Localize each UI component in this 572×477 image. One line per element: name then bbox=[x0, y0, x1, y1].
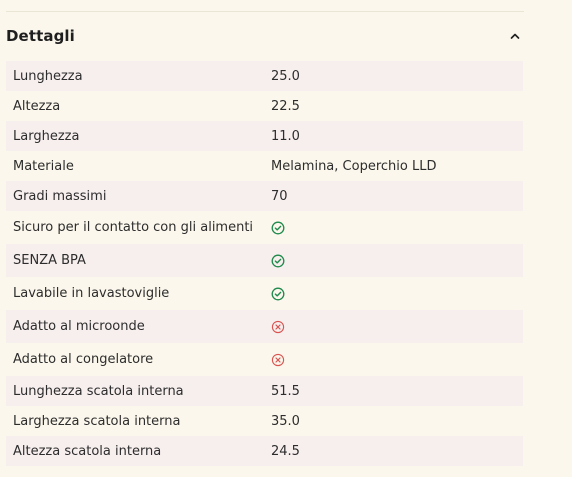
detail-label: Adatto al microonde bbox=[13, 319, 145, 334]
detail-label: Sicuro per il contatto con gli alimenti bbox=[13, 220, 254, 235]
detail-label: SENZA BPA bbox=[13, 253, 86, 268]
detail-value: 22.5 bbox=[271, 98, 300, 114]
detail-label: Adatto al congelatore bbox=[13, 352, 154, 367]
detail-label: Larghezza scatola interna bbox=[13, 413, 181, 429]
detail-row: Adatto al microonde bbox=[6, 310, 523, 343]
detail-label: Lunghezza scatola interna bbox=[13, 383, 184, 399]
detail-row: Altezza 22.5 bbox=[6, 91, 523, 121]
detail-row: SENZA BPA bbox=[6, 244, 523, 277]
detail-label: Lavabile in lavastoviglie bbox=[13, 286, 170, 301]
detail-value bbox=[264, 286, 523, 301]
detail-row: Sicuro per il contatto con gli alimenti bbox=[6, 211, 523, 244]
x-circle-icon bbox=[271, 353, 285, 367]
check-circle-icon bbox=[271, 254, 285, 268]
detail-row: Adatto al congelatore bbox=[6, 343, 523, 376]
detail-value: 70 bbox=[271, 188, 288, 204]
detail-value: 24.5 bbox=[271, 443, 300, 459]
detail-value: 35.0 bbox=[271, 413, 300, 429]
x-circle-icon bbox=[271, 320, 285, 334]
detail-label: Altezza scatola interna bbox=[13, 443, 162, 459]
details-table: Lunghezza 25.0 Altezza 22.5 Larghezza 11.0 Mat… bbox=[6, 61, 523, 466]
details-accordion-header[interactable]: Dettagli bbox=[6, 21, 524, 51]
detail-row: Larghezza 11.0 bbox=[6, 121, 523, 151]
section-title: Dettagli bbox=[6, 27, 75, 45]
detail-value: 25.0 bbox=[271, 68, 300, 84]
detail-label: Lunghezza bbox=[13, 68, 83, 84]
detail-value bbox=[264, 319, 523, 334]
detail-label: Gradi massimi bbox=[13, 188, 107, 204]
chevron-up-icon[interactable] bbox=[508, 29, 522, 43]
check-circle-icon bbox=[271, 221, 285, 235]
detail-row: Lunghezza scatola interna 51.5 bbox=[6, 376, 523, 406]
detail-value: Melamina, Coperchio LLD bbox=[271, 158, 437, 174]
detail-value: 51.5 bbox=[271, 383, 300, 399]
detail-row: Lavabile in lavastoviglie bbox=[6, 277, 523, 310]
detail-value: 11.0 bbox=[271, 128, 300, 144]
detail-value bbox=[264, 253, 523, 268]
detail-row: Larghezza scatola interna 35.0 bbox=[6, 406, 523, 436]
detail-row: Altezza scatola interna 24.5 bbox=[6, 436, 523, 466]
detail-value bbox=[264, 352, 523, 367]
detail-value bbox=[264, 220, 523, 235]
detail-label: Altezza bbox=[13, 98, 61, 114]
detail-row: Lunghezza 25.0 bbox=[6, 61, 523, 91]
detail-row: Gradi massimi 70 bbox=[6, 181, 523, 211]
detail-label: Materiale bbox=[13, 158, 74, 174]
check-circle-icon bbox=[271, 287, 285, 301]
section-divider bbox=[6, 11, 524, 12]
detail-label: Larghezza bbox=[13, 128, 80, 144]
detail-row: Materiale Melamina, Coperchio LLD bbox=[6, 151, 523, 181]
